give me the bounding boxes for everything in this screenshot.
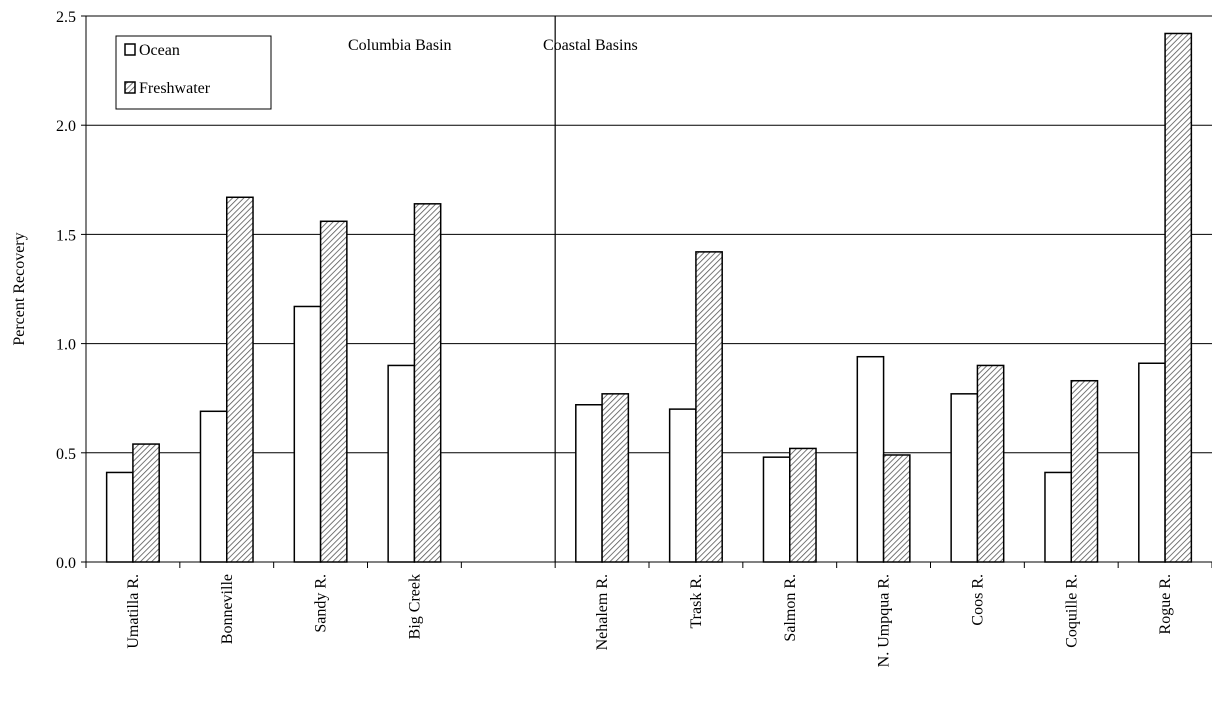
bars [105, 32, 1193, 563]
x-tick-label: Bonneville [219, 574, 236, 644]
y-tick-label: 0.5 [56, 446, 76, 463]
x-tick-label: Trask R. [688, 574, 705, 629]
axes [85, 16, 1212, 568]
bar-ocean [575, 404, 603, 563]
region-label-coastal: Coastal Basins [543, 37, 638, 54]
x-tick-label: Rogue R. [1157, 574, 1174, 634]
x-tick-label: Coos R. [969, 574, 986, 626]
bar-ocean [950, 393, 979, 563]
bar-ocean [668, 408, 697, 563]
bar-ocean [1044, 471, 1073, 563]
bar-freshwater [1164, 32, 1193, 563]
y-tick-label: 2.0 [56, 118, 76, 135]
x-tick-label: Salmon R. [782, 574, 799, 642]
bar-ocean [105, 471, 134, 563]
bar-freshwater [226, 196, 254, 563]
bar-freshwater [882, 454, 911, 563]
y-tick-labels: 0.0 0.5 1.0 1.5 2.0 2.5 [56, 9, 76, 572]
bar-ocean [387, 364, 416, 563]
bar-freshwater [976, 364, 1005, 563]
x-tick-label: Big Creek [406, 574, 423, 639]
y-tick-label: 1.0 [56, 337, 76, 354]
legend-label-freshwater: Freshwater [139, 80, 211, 97]
legend-label-ocean: Ocean [139, 42, 180, 59]
y-tick-label: 2.5 [56, 9, 76, 26]
bar-ocean [199, 410, 228, 563]
x-tick-label: Umatilla R. [125, 574, 142, 649]
x-tick-label: Coquille R. [1063, 574, 1080, 648]
x-tick-label: N. Umpqua R. [876, 574, 893, 667]
legend: Ocean Freshwater [115, 35, 272, 110]
bar-ocean [856, 355, 885, 563]
bar-freshwater [319, 220, 348, 563]
bar-freshwater [789, 447, 817, 563]
legend-box [115, 35, 272, 110]
bar-freshwater [132, 443, 160, 563]
bar-freshwater [695, 251, 723, 563]
legend-swatch-freshwater [124, 81, 136, 94]
y-tick-label: 0.0 [56, 555, 76, 572]
x-tick-label: Nehalem R. [594, 574, 611, 650]
x-tick-labels: Umatilla R. Bonneville Sandy R. Big Creek Ne… [125, 574, 1174, 667]
bar-ocean [762, 456, 791, 563]
y-tick-label: 1.5 [56, 227, 76, 244]
gridlines [81, 15, 1212, 563]
legend-swatch-ocean [124, 43, 136, 56]
bar-freshwater [413, 203, 442, 563]
x-tick-label: Sandy R. [313, 574, 330, 633]
bar-freshwater [601, 393, 630, 563]
region-label-columbia: Columbia Basin [348, 37, 452, 54]
bar-ocean [1138, 362, 1166, 563]
bar-ocean [293, 305, 322, 563]
y-axis-label: Percent Recovery [11, 232, 28, 345]
bar-freshwater [1070, 379, 1099, 563]
